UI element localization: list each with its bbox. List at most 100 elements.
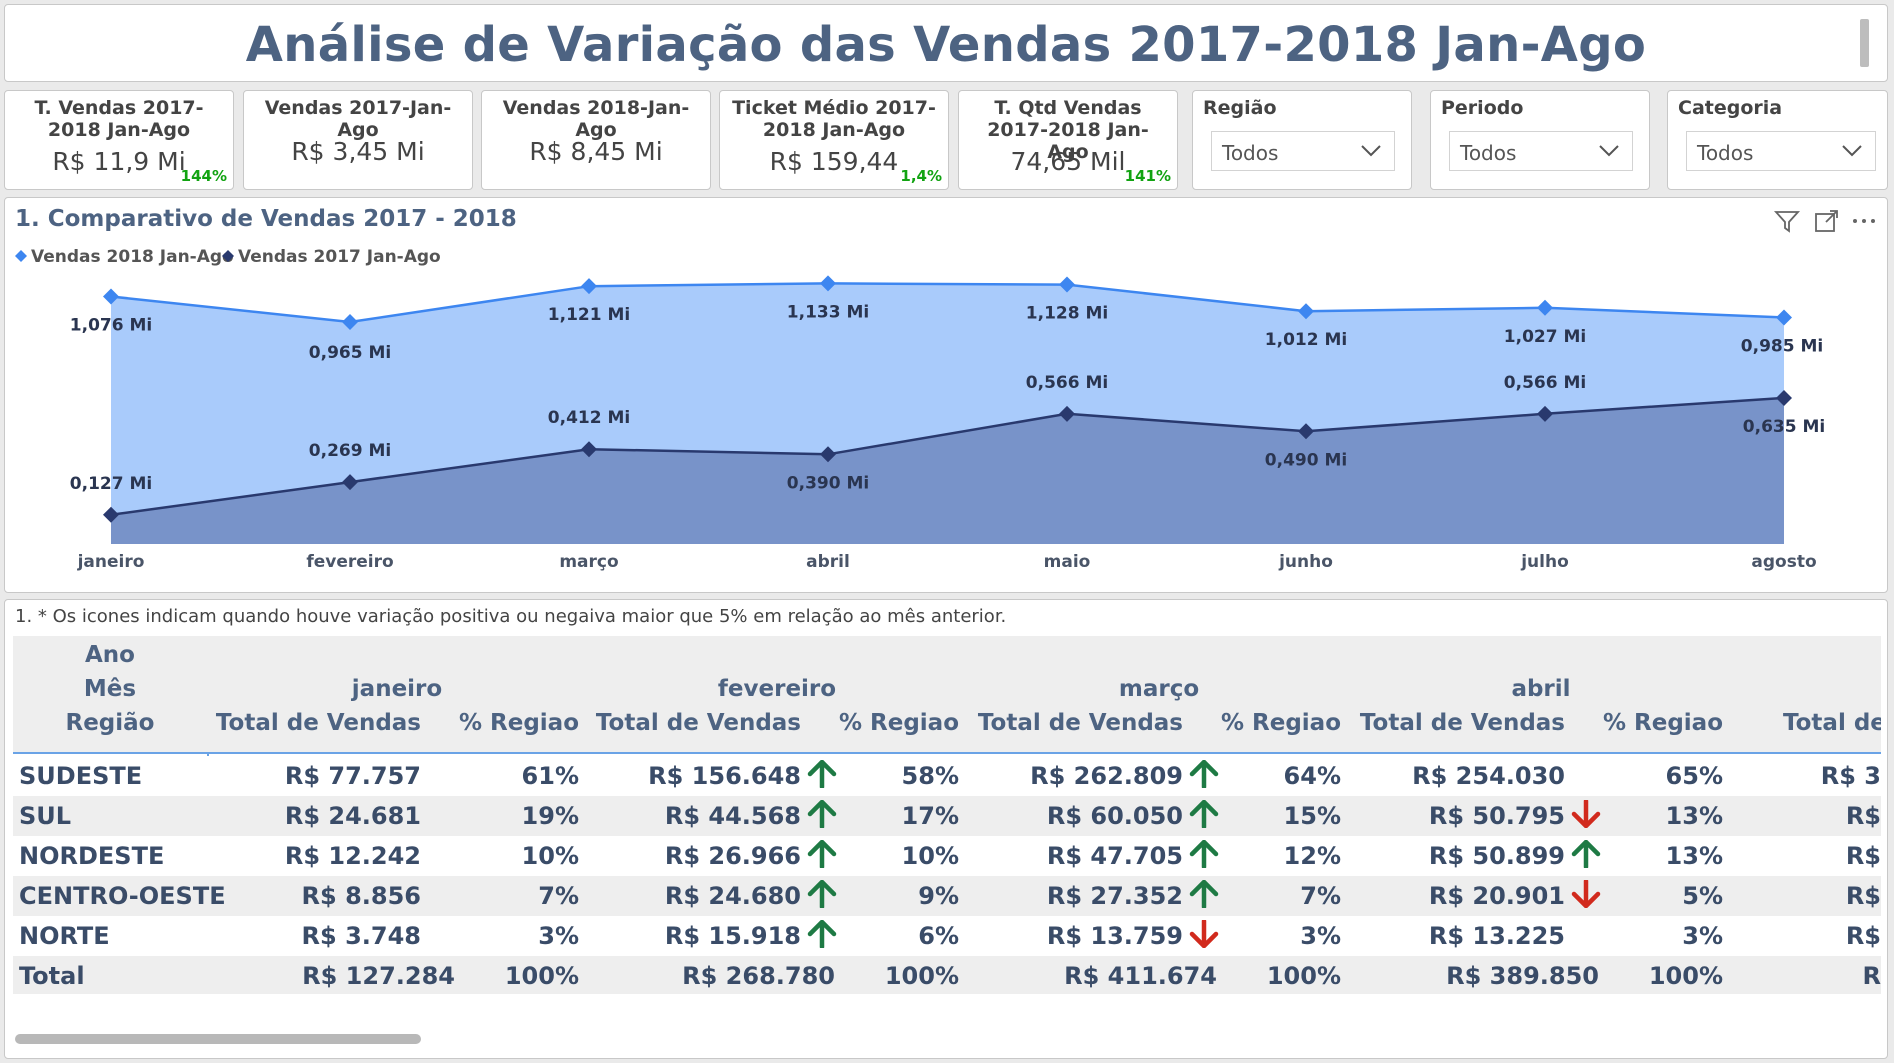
sales-value: R$ 26.966 xyxy=(664,842,801,870)
pct-value: 17% xyxy=(901,802,959,830)
table-row[interactable]: SUDESTE R$ 77.757 61% R$ 156.648 58% R$ 262.8… xyxy=(13,756,1881,796)
sales-value-partial: R xyxy=(1862,962,1881,990)
chevron-down-icon xyxy=(1842,145,1862,157)
data-point-2017[interactable] xyxy=(1298,423,1314,440)
x-axis-tick-label: janeiro xyxy=(77,552,145,572)
row-region: SUL xyxy=(19,802,72,830)
sales-value: R$ 24.681 xyxy=(284,802,421,830)
title-scrollbar[interactable] xyxy=(1860,19,1869,67)
arrow-up-icon xyxy=(1571,840,1601,868)
data-label-2017: 0,269 Mi xyxy=(309,441,391,461)
sales-value: R$ 156.648 xyxy=(648,762,801,790)
kpi-label: T. Vendas 2017-2018 Jan-Ago xyxy=(34,97,204,141)
pct-value: 13% xyxy=(1665,842,1723,870)
sales-value: R$ 50.899 xyxy=(1428,842,1565,870)
kpi-label: T. Qtd Vendas 2017-2018 Jan-Ago xyxy=(987,97,1149,163)
title-panel: Análise de Variação das Vendas 2017-2018… xyxy=(4,4,1888,82)
sales-value-partial: R$ xyxy=(1845,882,1881,910)
header-total-vendas: Total de Vendas xyxy=(977,710,1183,736)
x-axis-tick-label: março xyxy=(559,552,618,572)
header-pct-regiao: % Regiao xyxy=(1602,710,1723,736)
pct-value: 9% xyxy=(918,882,959,910)
total-row[interactable]: Total R$ 127.284 100% R$ 268.780 100% R$ 411.… xyxy=(13,956,1881,994)
pct-value: 100% xyxy=(504,962,579,990)
data-label-2017: 0,390 Mi xyxy=(787,473,869,493)
data-label-2017: 0,412 Mi xyxy=(548,408,630,428)
chart-canvas: 1,076 Mi 0,965 Mi 1,121 Mi 1,133 Mi 1,128 Mi… xyxy=(15,247,1825,572)
sales-value-partial: R$ 3 xyxy=(1820,762,1881,790)
slicer-categoria: Categoria Todos xyxy=(1667,90,1888,190)
data-point-2017[interactable] xyxy=(820,446,836,463)
data-point-2018[interactable] xyxy=(581,278,597,295)
slicer-dropdown[interactable]: Todos xyxy=(1449,131,1633,171)
data-label-2017: 0,127 Mi xyxy=(70,474,152,494)
kpi-delta: 141% xyxy=(1124,167,1171,185)
sales-value: R$ 15.918 xyxy=(664,922,801,950)
kpi-card: Ticket Médio 2017-2018 Jan-Ago R$ 159,44 1… xyxy=(719,90,949,190)
row-region: Total xyxy=(19,962,85,990)
table-row[interactable]: CENTRO-OESTE R$ 8.856 7% R$ 24.680 9% R$ 27.3… xyxy=(13,876,1881,916)
pct-value: 64% xyxy=(1283,762,1341,790)
x-axis-tick-label: maio xyxy=(1044,552,1091,572)
pct-value: 3% xyxy=(538,922,579,950)
focus-mode-icon[interactable] xyxy=(1813,208,1841,234)
kpi-label: Ticket Médio 2017-2018 Jan-Ago xyxy=(732,97,936,141)
sales-value: R$ 27.352 xyxy=(1046,882,1183,910)
table-row[interactable]: NORDESTE R$ 12.242 10% R$ 26.966 10% R$ 47.70… xyxy=(13,836,1881,876)
sales-value: R$ 268.780 xyxy=(682,962,835,990)
sales-value: R$ 44.568 xyxy=(664,802,801,830)
more-options-icon[interactable] xyxy=(1849,208,1879,234)
data-point-2018[interactable] xyxy=(342,314,358,331)
header-total-vendas: Total de Vendas xyxy=(1359,710,1565,736)
pct-value: 100% xyxy=(1648,962,1723,990)
table-note: 1. * Os icones indicam quando houve vari… xyxy=(15,606,1007,627)
data-point-2018[interactable] xyxy=(1537,299,1553,316)
sales-value: R$ 20.901 xyxy=(1428,882,1565,910)
kpi-label: Vendas 2018-Jan-Ago xyxy=(502,97,690,141)
sales-comparison-chart: 1,076 Mi 0,965 Mi 1,121 Mi 1,133 Mi 1,128 Mi… xyxy=(4,197,1888,593)
pct-value: 13% xyxy=(1665,802,1723,830)
line-2017 xyxy=(110,396,1785,517)
data-point-2017[interactable] xyxy=(581,441,597,458)
data-point-2018[interactable] xyxy=(1776,309,1792,326)
header-separator xyxy=(13,752,1881,754)
arrow-down-icon xyxy=(1571,800,1601,828)
slicer-dropdown[interactable]: Todos xyxy=(1686,131,1876,171)
sales-value: R$ 389.850 xyxy=(1446,962,1599,990)
row-region: NORTE xyxy=(19,922,110,950)
arrow-down-icon xyxy=(1571,880,1601,908)
sales-value: R$ 24.680 xyxy=(664,882,801,910)
pct-value: 15% xyxy=(1283,802,1341,830)
sales-value: R$ 3.748 xyxy=(301,922,421,950)
data-point-2017[interactable] xyxy=(342,474,358,491)
table-row[interactable]: NORTE R$ 3.748 3% R$ 15.918 6% R$ 13.759 3% R$ … xyxy=(13,916,1881,956)
data-point-2017[interactable] xyxy=(103,506,119,523)
data-point-2017[interactable] xyxy=(1537,405,1553,422)
data-point-2018[interactable] xyxy=(1059,276,1075,293)
table-row[interactable]: SUL R$ 24.681 19% R$ 44.568 17% R$ 60.050 15% R… xyxy=(13,796,1881,836)
row-region: CENTRO-OESTE xyxy=(19,882,226,910)
data-point-2017[interactable] xyxy=(1776,389,1792,406)
filter-icon[interactable] xyxy=(1773,208,1801,234)
data-point-2017[interactable] xyxy=(1059,405,1075,422)
slicer-selected-value: Todos xyxy=(1697,141,1754,165)
arrow-up-icon xyxy=(807,760,837,788)
kpi-value: R$ 159,44 xyxy=(769,147,899,176)
data-point-2018[interactable] xyxy=(1298,303,1314,320)
horizontal-scrollbar[interactable] xyxy=(15,1034,421,1044)
page-title: Análise de Variação das Vendas 2017-2018… xyxy=(245,17,1647,73)
slicer-dropdown[interactable]: Todos xyxy=(1211,131,1395,171)
data-label-2018: 0,965 Mi xyxy=(309,343,391,363)
header-month: abril xyxy=(1511,676,1571,702)
pct-value: 100% xyxy=(1266,962,1341,990)
slicer-regiao: Região Todos xyxy=(1192,90,1412,190)
data-point-2018[interactable] xyxy=(103,288,119,305)
sales-matrix: Ano Mês Região janeiro Total de Vendas % Regi… xyxy=(13,636,1881,994)
header-mes: Mês xyxy=(83,676,137,702)
legend-entry[interactable]: Vendas 2018 Jan-Ago xyxy=(31,247,234,267)
data-point-2018[interactable] xyxy=(820,275,836,292)
legend-entry[interactable]: Vendas 2017 Jan-Ago xyxy=(238,247,441,267)
pct-value: 61% xyxy=(521,762,579,790)
pct-value: 3% xyxy=(1300,922,1341,950)
header-month: março xyxy=(1118,676,1200,702)
